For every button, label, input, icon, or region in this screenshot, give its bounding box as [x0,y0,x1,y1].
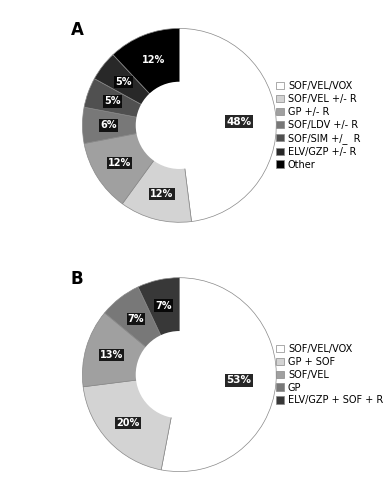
Circle shape [136,331,223,418]
Wedge shape [83,374,179,470]
Text: 12%: 12% [108,158,131,168]
Text: 20%: 20% [116,418,139,428]
Wedge shape [122,126,192,222]
Text: 6%: 6% [100,120,117,130]
Wedge shape [113,28,179,126]
Text: 5%: 5% [115,77,132,87]
Wedge shape [138,278,179,374]
Legend: SOF/VEL/VOX, GP + SOF, SOF/VEL, GP, ELV/GZP + SOF + R: SOF/VEL/VOX, GP + SOF, SOF/VEL, GP, ELV/… [276,344,383,406]
Legend: SOF/VEL/VOX, SOF/VEL +/- R, GP +/- R, SOF/LDV +/- R, SOF/SIM +/_  R, ELV/GZP +/-: SOF/VEL/VOX, SOF/VEL +/- R, GP +/- R, SO… [276,81,360,170]
Wedge shape [84,126,179,204]
Text: 7%: 7% [128,314,144,324]
Wedge shape [161,278,276,471]
Text: 48%: 48% [227,116,252,126]
Circle shape [136,82,223,169]
Text: 7%: 7% [156,300,172,310]
Wedge shape [104,287,179,374]
Text: 12%: 12% [142,54,165,64]
Wedge shape [94,54,179,126]
Wedge shape [82,107,179,144]
Text: 5%: 5% [104,96,121,106]
Wedge shape [179,28,276,222]
Text: A: A [71,20,84,38]
Wedge shape [82,313,179,387]
Text: 12%: 12% [150,189,173,199]
Wedge shape [84,78,179,126]
Text: B: B [71,270,83,288]
Text: 53%: 53% [227,376,252,386]
Text: 13%: 13% [100,350,123,360]
